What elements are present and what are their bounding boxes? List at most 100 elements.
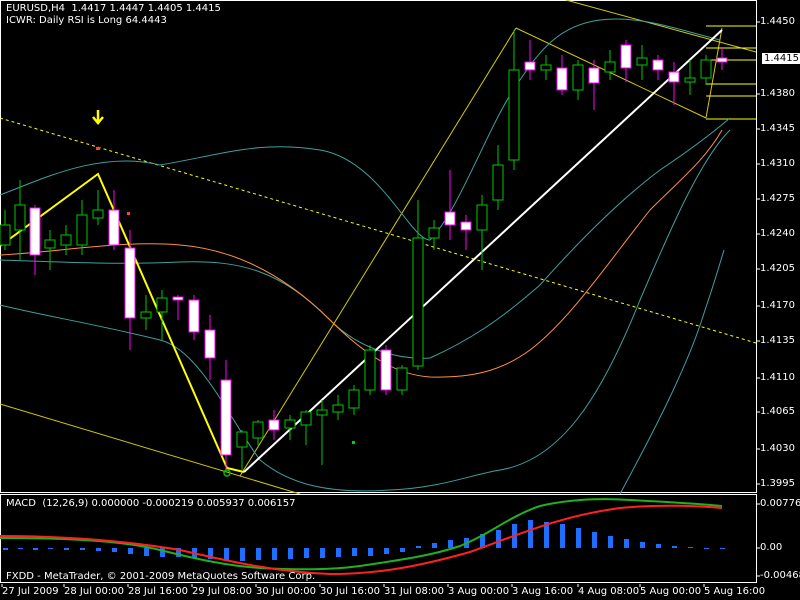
bull-candle-body: [236, 431, 248, 448]
macd-bar: [608, 536, 613, 548]
bull-candle-body: [412, 237, 424, 367]
macd-bar: [704, 548, 709, 549]
bull-candle-body: [428, 227, 440, 239]
price-label: 1.4065: [760, 406, 795, 417]
price-label: 1.4345: [760, 123, 795, 134]
time-label: 28 Jul 16:00: [128, 586, 188, 597]
bear-candle-body: [652, 59, 664, 71]
channel-lines: [0, 0, 757, 494]
price-label: 1.4205: [760, 263, 795, 274]
price-label: 1.4240: [760, 228, 795, 239]
price-chart[interactable]: [0, 0, 800, 494]
macd-bar: [592, 532, 597, 548]
red-dot-marker: [96, 147, 100, 150]
bull-candle-body: [92, 209, 104, 219]
macd-bar: [112, 548, 117, 552]
macd-bar: [384, 548, 389, 554]
bull-candle-body: [604, 61, 616, 73]
white-trend-line: [243, 29, 723, 473]
macd-label: MACD (12,26,9) 0.000000 -0.000219 0.0059…: [6, 498, 296, 509]
red-dot-marker-2: [127, 212, 130, 215]
macd-bar: [256, 548, 261, 560]
bull-candle-body: [316, 409, 328, 416]
bear-candle-body: [29, 207, 41, 256]
down-arrow-icon: [92, 110, 104, 125]
macd-bar: [18, 548, 23, 549]
price-label: 1.4450: [760, 16, 795, 27]
time-label: 3 Aug 00:00: [448, 586, 510, 597]
price-axis-ticks: [756, 21, 760, 485]
macd-axis-label: 0.00: [760, 542, 783, 553]
macd-bar: [480, 534, 485, 548]
macd-bar: [528, 520, 533, 548]
time-label: 30 Jul 00:00: [256, 586, 316, 597]
bull-candle-body: [348, 389, 360, 409]
current-price-label: 1.4415: [762, 53, 800, 64]
bollinger-bands: [0, 18, 731, 494]
macd-bar: [144, 548, 149, 556]
bear-candle-body: [620, 44, 632, 69]
macd-bar: [368, 548, 373, 556]
bear-candle-body: [588, 67, 600, 84]
time-label: 29 Jul 08:00: [192, 586, 252, 597]
macd-bar: [80, 548, 85, 550]
price-label: 1.4275: [760, 193, 795, 204]
bear-candle-body: [444, 211, 456, 226]
bull-candle-body: [700, 59, 712, 79]
macd-green-line: [0, 498, 723, 571]
bear-candle-body: [172, 296, 184, 301]
time-label: 4 Aug 08:00: [578, 586, 640, 597]
bear-candle-body: [108, 209, 120, 246]
macd-bar: [288, 548, 293, 559]
time-label: 30 Jul 16:00: [320, 586, 380, 597]
macd-bar: [352, 548, 357, 556]
bull-candle-body: [476, 204, 488, 231]
bull-candle-body: [300, 411, 312, 426]
macd-bar: [640, 542, 645, 548]
bear-candle-body: [380, 349, 392, 391]
macd-bar: [160, 548, 165, 557]
symbol-info: EURUSD,H4 1.4417 1.4447 1.4405 1.4415: [6, 3, 221, 14]
price-label: 1.4380: [760, 88, 795, 99]
bull-candle-body: [140, 311, 152, 319]
macd-panel[interactable]: [0, 494, 800, 584]
bull-candle-body: [14, 204, 26, 231]
bear-candle-body: [716, 57, 728, 63]
macd-bar: [672, 546, 677, 548]
macd-axis-label: -0.004687: [760, 570, 800, 581]
macd-bar: [48, 548, 53, 549]
bull-candle-body: [492, 164, 504, 201]
price-label: 1.4110: [760, 372, 795, 383]
macd-bar: [336, 548, 341, 557]
macd-bar: [448, 540, 453, 548]
bull-candle-body: [636, 57, 648, 66]
bull-candle-body: [76, 214, 88, 246]
bear-candle-body: [668, 71, 680, 83]
price-label: 1.4170: [760, 300, 795, 311]
bull-candle-body: [284, 419, 296, 429]
moving-average: [0, 129, 723, 378]
bear-candle-body: [204, 329, 216, 359]
macd-bar: [320, 548, 325, 558]
macd-bar: [720, 548, 725, 549]
fib-levels: [706, 25, 756, 120]
macd-bar: [688, 547, 693, 548]
macd-bar: [240, 548, 245, 561]
bull-candle-body: [60, 234, 72, 246]
price-label: 1.4030: [760, 443, 795, 454]
time-label: 3 Aug 16:00: [512, 586, 574, 597]
macd-bar: [496, 530, 501, 548]
bull-candle-body: [364, 349, 376, 391]
copyright-text: FXDD - MetaTrader, © 2001-2009 MetaQuote…: [6, 571, 316, 582]
macd-bar: [432, 543, 437, 548]
price-label: 1.4310: [760, 158, 795, 169]
indicator-info: ICWR: Daily RSI is Long 64.4443: [6, 15, 167, 26]
bear-candle-body: [268, 419, 280, 431]
bull-candle-body: [540, 64, 552, 71]
macd-bar: [208, 548, 213, 559]
macd-bar: [33, 548, 38, 550]
swing-low-marker: [223, 469, 231, 477]
bear-candle-body: [124, 247, 136, 319]
bull-candle-body: [684, 77, 696, 83]
bull-candle-body: [0, 224, 11, 246]
